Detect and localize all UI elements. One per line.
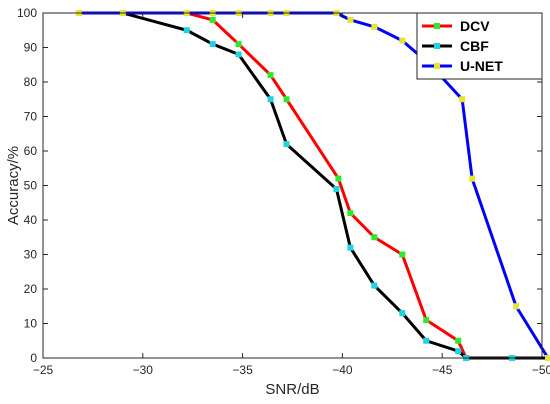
y-tick-label-6: 60 (24, 144, 38, 158)
data-point-0-3 (209, 16, 216, 23)
data-point-0-6 (283, 96, 290, 103)
x-axis-label: SNR/dB (265, 381, 319, 398)
y-tick-label-8: 80 (24, 75, 38, 89)
data-point-2-10 (399, 37, 406, 44)
legend-label-0: DCV (460, 18, 490, 34)
data-point-0-4 (235, 41, 242, 48)
y-tick-label-10: 100 (17, 6, 37, 20)
legend-swatch-marker-2 (434, 63, 440, 69)
data-point-1-12 (455, 348, 462, 355)
data-point-1-7 (333, 185, 340, 192)
data-point-1-6 (283, 141, 290, 148)
data-point-1-5 (267, 96, 274, 103)
series-layer (75, 10, 550, 361)
data-point-0-11 (423, 317, 430, 324)
legend-swatch-marker-1 (434, 43, 440, 49)
data-point-0-5 (267, 72, 274, 79)
series-line-1 (78, 11, 548, 360)
data-point-1-4 (235, 51, 242, 58)
x-tick-label-0: −25 (33, 363, 54, 377)
data-point-1-11 (423, 337, 430, 344)
data-point-2-12 (459, 96, 466, 103)
series-line-0 (78, 11, 548, 360)
y-tick-label-3: 30 (24, 248, 38, 262)
data-point-0-7 (335, 175, 342, 182)
data-point-2-15 (544, 355, 550, 361)
data-point-1-10 (399, 310, 406, 317)
data-point-1-8 (347, 244, 354, 251)
y-tick-label-2: 20 (24, 282, 38, 296)
data-point-2-9 (371, 23, 378, 30)
y-axis-label: Accuracy/% (5, 146, 22, 225)
y-tick-label-0: 0 (30, 351, 37, 365)
data-point-0-10 (399, 251, 406, 258)
data-point-0-9 (371, 234, 378, 241)
y-tick-label-1: 10 (24, 317, 38, 331)
data-point-2-14 (513, 303, 520, 310)
legend-label-1: CBF (460, 38, 489, 54)
data-point-2-13 (469, 175, 476, 182)
x-tick-label-4: −45 (432, 363, 453, 377)
axes-layer: −25 −30 −35 −40 −45 −50 0 10 20 30 40 50 60 70 80 90 100 (17, 6, 550, 377)
y-tick-label-7: 70 (24, 110, 38, 124)
data-point-0-12 (455, 337, 462, 344)
data-point-1-9 (371, 282, 378, 289)
y-tick-label-5: 50 (24, 179, 38, 193)
y-tick-label-9: 90 (24, 41, 38, 55)
y-tick-label-4: 40 (24, 213, 38, 227)
legend-swatch-marker-0 (434, 23, 440, 29)
data-point-2-8 (347, 16, 354, 23)
data-point-0-8 (347, 210, 354, 217)
x-tick-label-2: −35 (232, 363, 253, 377)
data-point-1-2 (183, 27, 190, 34)
x-tick-label-3: −40 (332, 363, 353, 377)
data-point-1-3 (209, 41, 216, 48)
legend: DCV CBF U-NET (416, 12, 543, 80)
x-tick-label-1: −30 (133, 363, 154, 377)
legend-label-2: U-NET (460, 58, 503, 74)
x-tick-label-5: −50 (532, 363, 550, 377)
